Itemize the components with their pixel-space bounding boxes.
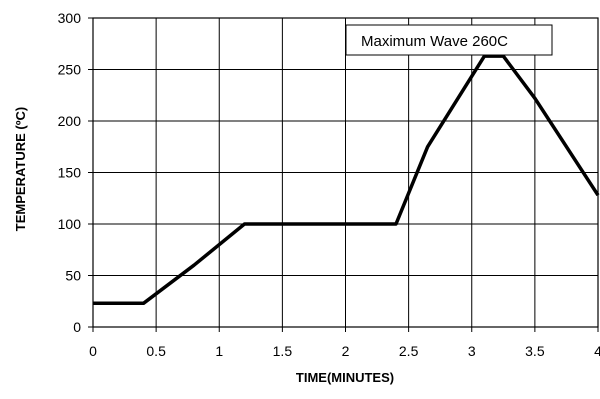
x-tick-label: 3.5 (525, 343, 545, 359)
y-tick-label: 200 (58, 113, 82, 129)
y-tick-label: 250 (58, 62, 82, 78)
y-tick-label: 100 (58, 216, 82, 232)
grid (88, 17, 599, 332)
y-axis-title: TEMPERATURE (ºC) (13, 107, 28, 231)
y-tick-label: 150 (58, 165, 82, 181)
y-tick-label: 50 (65, 268, 81, 284)
x-tick-label: 2.5 (399, 343, 419, 359)
x-tick-label: 4 (594, 343, 600, 359)
series (93, 54, 600, 306)
x-tick-label: 2 (342, 343, 350, 359)
annotation: Maximum Wave 260C (345, 24, 553, 56)
plot-frame (92, 17, 599, 328)
x-tick-label: 3 (468, 343, 476, 359)
y-tick-label: 0 (73, 319, 81, 335)
x-tick-label: 0.5 (146, 343, 166, 359)
annotation-label: Maximum Wave 260C (361, 33, 508, 50)
y-tick-labels: 0 50 100 150 200 250 300 (58, 10, 82, 335)
x-axis-title: TIME(MINUTES) (296, 370, 394, 385)
x-tick-label: 1 (215, 343, 223, 359)
series-line (93, 54, 600, 306)
y-tick-label: 300 (58, 10, 82, 26)
x-tick-labels: 0 0.5 1 1.5 2 2.5 3 3.5 4 (89, 343, 600, 359)
annotation-box (345, 24, 553, 56)
x-tick-label: 0 (89, 343, 97, 359)
x-tick-label: 1.5 (273, 343, 293, 359)
